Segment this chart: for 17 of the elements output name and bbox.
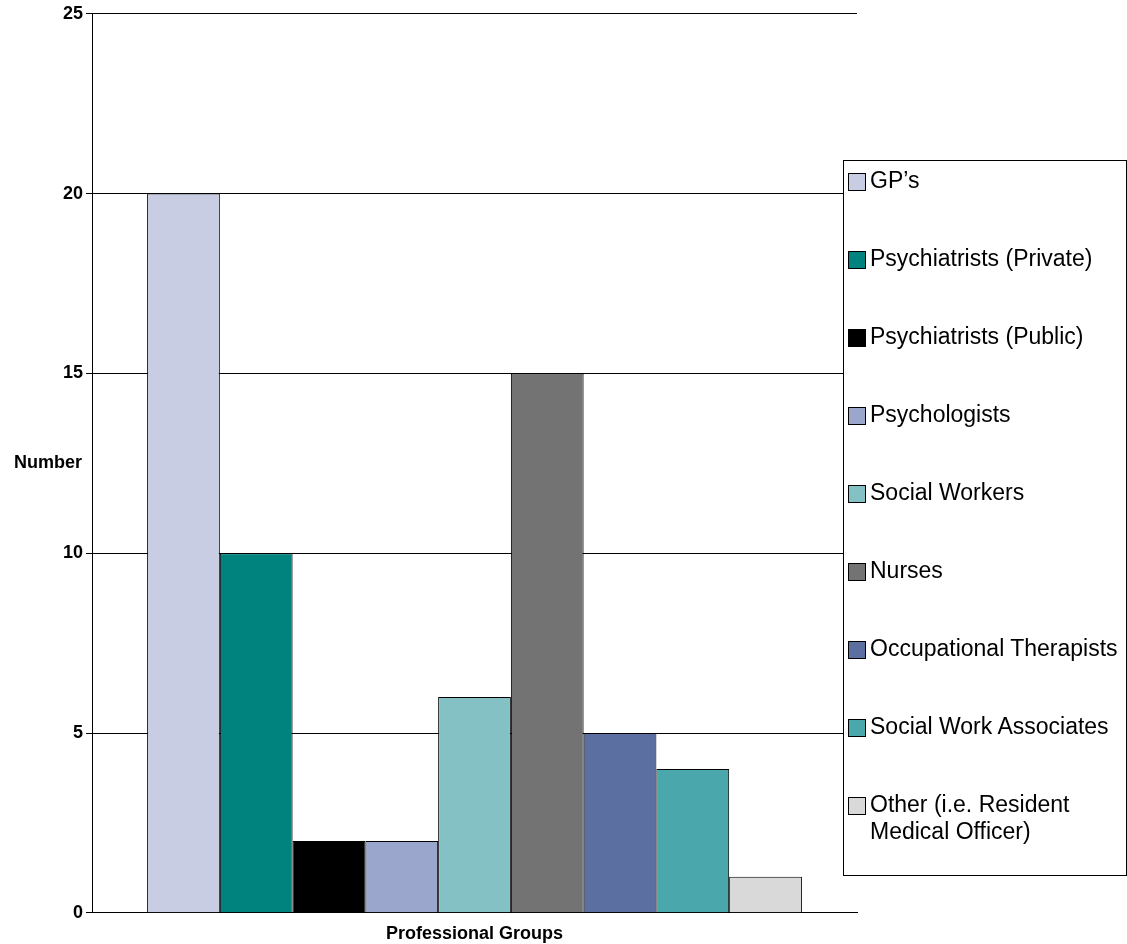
y-tick-label: 20 [62, 182, 84, 203]
y-tick-label: 0 [73, 901, 84, 922]
x-axis-title: Professional Groups [385, 922, 564, 943]
y-tick-label: 5 [73, 721, 84, 742]
y-axis-title: Number [14, 452, 83, 473]
legend-label: Other (i.e. Resident Medical Officer) [870, 791, 1071, 845]
legend-label: Occupational Therapists [870, 635, 1118, 662]
legend-label: Nurses [870, 557, 943, 584]
legend-label: Psychiatrists (Private) [870, 245, 1093, 272]
legend-label: Psychiatrists (Public) [870, 323, 1084, 350]
y-tick-label: 25 [62, 2, 84, 23]
legend-label: Social Work Associates [870, 713, 1109, 740]
legend-label: Psychologists [870, 401, 1011, 428]
y-tick-label: 10 [62, 542, 84, 563]
legend-label: Social Workers [870, 479, 1025, 506]
y-tick-label: 15 [62, 362, 84, 383]
legend-label: GP’s [870, 167, 920, 194]
